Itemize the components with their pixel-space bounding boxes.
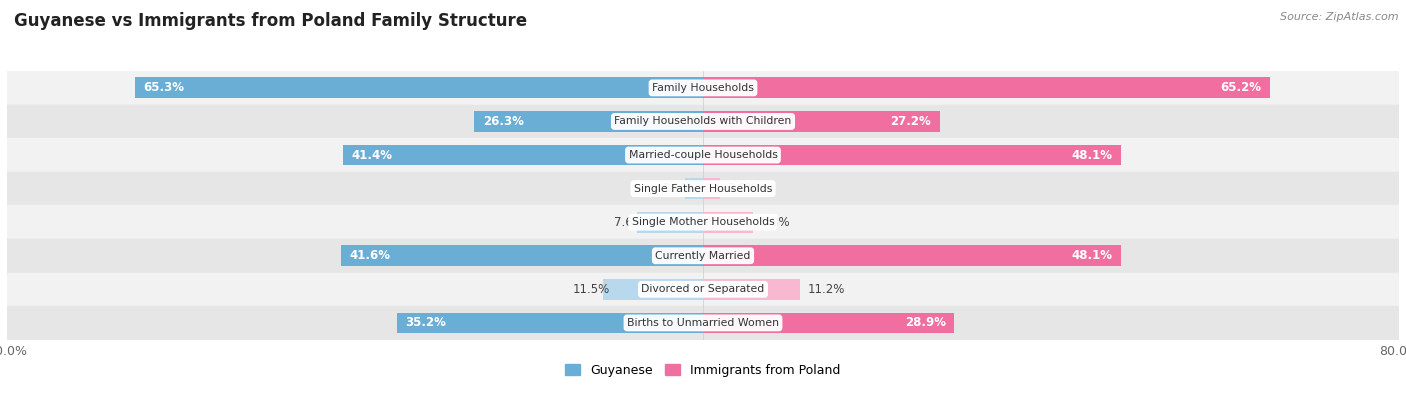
Text: Source: ZipAtlas.com: Source: ZipAtlas.com xyxy=(1281,12,1399,22)
Text: 41.6%: 41.6% xyxy=(350,249,391,262)
Bar xyxy=(637,212,703,233)
Bar xyxy=(703,77,1270,98)
Text: 41.4%: 41.4% xyxy=(352,149,392,162)
Bar xyxy=(7,105,1399,138)
Bar xyxy=(703,245,1122,266)
Bar xyxy=(7,239,1399,273)
Text: 35.2%: 35.2% xyxy=(405,316,446,329)
Bar xyxy=(7,138,1399,172)
Legend: Guyanese, Immigrants from Poland: Guyanese, Immigrants from Poland xyxy=(560,359,846,382)
Bar xyxy=(703,111,939,132)
Bar xyxy=(7,71,1399,105)
Text: Married-couple Households: Married-couple Households xyxy=(628,150,778,160)
Bar xyxy=(7,205,1399,239)
Text: 11.2%: 11.2% xyxy=(807,283,845,296)
Text: Currently Married: Currently Married xyxy=(655,251,751,261)
Bar xyxy=(703,178,720,199)
Bar xyxy=(343,145,703,166)
Bar xyxy=(135,77,703,98)
Text: 65.2%: 65.2% xyxy=(1220,81,1261,94)
Bar xyxy=(342,245,703,266)
Bar xyxy=(7,306,1399,340)
Text: Births to Unmarried Women: Births to Unmarried Women xyxy=(627,318,779,328)
Bar xyxy=(703,312,955,333)
Text: 48.1%: 48.1% xyxy=(1071,249,1112,262)
Text: 48.1%: 48.1% xyxy=(1071,149,1112,162)
Text: Family Households: Family Households xyxy=(652,83,754,93)
Text: Single Father Households: Single Father Households xyxy=(634,184,772,194)
Bar xyxy=(685,178,703,199)
Text: 65.3%: 65.3% xyxy=(143,81,184,94)
Bar xyxy=(7,273,1399,306)
Text: Single Mother Households: Single Mother Households xyxy=(631,217,775,227)
Text: 26.3%: 26.3% xyxy=(482,115,524,128)
Text: 11.5%: 11.5% xyxy=(572,283,610,296)
Bar xyxy=(603,279,703,300)
Bar xyxy=(703,212,754,233)
Bar xyxy=(703,145,1122,166)
Bar xyxy=(474,111,703,132)
Text: Family Households with Children: Family Households with Children xyxy=(614,117,792,126)
Text: Divorced or Separated: Divorced or Separated xyxy=(641,284,765,294)
Bar xyxy=(7,172,1399,205)
Text: 28.9%: 28.9% xyxy=(904,316,946,329)
Bar xyxy=(703,279,800,300)
Text: 2.1%: 2.1% xyxy=(662,182,692,195)
Bar xyxy=(396,312,703,333)
Text: 5.8%: 5.8% xyxy=(761,216,790,229)
Text: 7.6%: 7.6% xyxy=(614,216,644,229)
Text: Guyanese vs Immigrants from Poland Family Structure: Guyanese vs Immigrants from Poland Famil… xyxy=(14,12,527,30)
Text: 27.2%: 27.2% xyxy=(890,115,931,128)
Text: 2.0%: 2.0% xyxy=(727,182,756,195)
